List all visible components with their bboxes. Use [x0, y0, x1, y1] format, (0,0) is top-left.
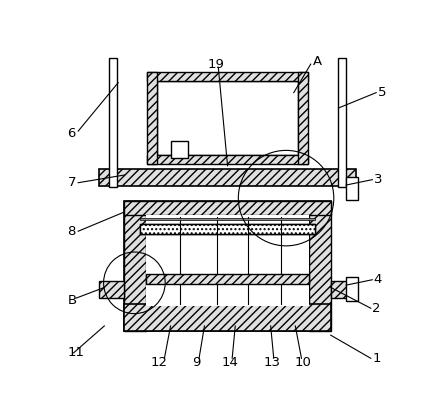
Bar: [124, 201, 146, 331]
Bar: [346, 177, 358, 200]
Text: 6: 6: [67, 127, 76, 140]
Bar: [331, 281, 356, 298]
Text: B: B: [67, 294, 76, 307]
Bar: [124, 201, 331, 331]
Text: 4: 4: [374, 273, 382, 286]
Bar: [109, 58, 117, 186]
Bar: [170, 141, 187, 158]
Bar: [140, 223, 315, 234]
Text: 12: 12: [151, 356, 167, 369]
Bar: [140, 218, 315, 220]
Text: 5: 5: [378, 86, 386, 99]
Text: A: A: [313, 55, 322, 68]
Bar: [147, 72, 157, 164]
Text: 13: 13: [264, 356, 281, 369]
Bar: [338, 58, 346, 186]
Bar: [124, 304, 331, 331]
Text: 14: 14: [222, 356, 238, 369]
Bar: [147, 155, 308, 164]
Text: 10: 10: [294, 356, 311, 369]
Text: 2: 2: [373, 302, 381, 315]
Bar: [157, 81, 298, 155]
Bar: [99, 281, 124, 298]
Text: 11: 11: [67, 347, 84, 360]
Bar: [146, 274, 309, 285]
Text: 7: 7: [67, 176, 76, 189]
Bar: [309, 201, 331, 331]
Bar: [146, 215, 309, 306]
Bar: [124, 201, 331, 215]
Text: 3: 3: [374, 173, 382, 186]
Text: 1: 1: [373, 352, 381, 365]
Bar: [99, 169, 356, 186]
Bar: [147, 72, 308, 81]
Bar: [298, 72, 308, 164]
Text: 8: 8: [67, 225, 76, 238]
Bar: [346, 277, 358, 300]
Text: 19: 19: [207, 58, 224, 71]
Bar: [140, 223, 315, 234]
Text: 9: 9: [193, 356, 201, 369]
